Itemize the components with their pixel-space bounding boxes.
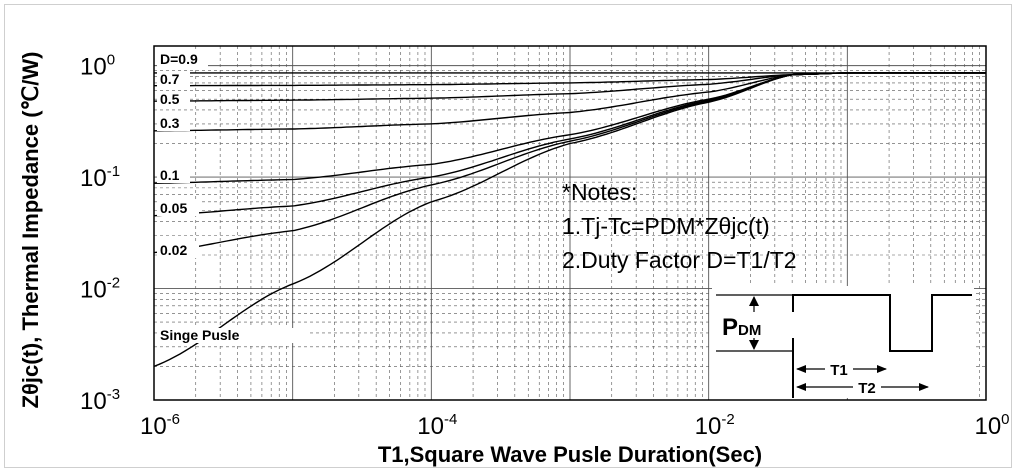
- duty-label-bg: [157, 52, 208, 67]
- notes: *Notes: 1.Tj-Tc=PDM*Zθjc(t) 2.Duty Facto…: [562, 179, 797, 273]
- duty-label: Singe Pusle: [160, 327, 240, 343]
- duty-label: D=0.9: [160, 51, 198, 67]
- duty-label: 0.05: [160, 200, 187, 216]
- x-tick-label: 10-6: [140, 411, 180, 440]
- pdm-arrow-down-head: [749, 340, 759, 350]
- x-tick-label: 10-4: [417, 411, 457, 440]
- t1-arrow-left-head: [796, 365, 806, 373]
- x-axis-label: T1,Square Wave Pusle Duration(Sec): [378, 442, 762, 467]
- duty-label: 0.3: [160, 115, 180, 131]
- duty-label: 0.1: [160, 167, 180, 183]
- duty-label-bg: [157, 243, 199, 258]
- t2-arrow-left-head: [796, 383, 806, 391]
- x-tick-label: 100: [974, 411, 1009, 440]
- notes-title: *Notes:: [562, 179, 637, 205]
- chart-frame: [4, 4, 1012, 468]
- t2-label: T2: [858, 380, 876, 397]
- curves: [153, 72, 986, 368]
- duty-label: 0.7: [160, 71, 180, 87]
- series-line: [153, 72, 986, 368]
- x-tick-label: 10-2: [695, 411, 735, 440]
- y-tick-label: 100: [80, 52, 115, 81]
- duty-label-bg: [157, 328, 307, 343]
- t2-label-bg: [853, 378, 881, 396]
- duty-label-bg: [157, 72, 190, 87]
- t1-label-bg: [825, 360, 853, 378]
- duty-label-bg: [157, 201, 199, 216]
- y-tick-label: 10-3: [80, 386, 120, 415]
- pdm-arrow-up-head: [749, 296, 759, 306]
- pdm-label: PDM: [722, 314, 761, 341]
- duty-label-bg: [157, 168, 190, 183]
- duty-label: 0.02: [160, 242, 187, 258]
- t1-arrow-right-head: [877, 365, 887, 373]
- y-tick-label: 10-1: [80, 163, 120, 192]
- note-2: 2.Duty Factor D=T1/T2: [562, 247, 797, 273]
- tick-labels: 10-6 10-4 10-2 100 10-3 10-2 10-1 100: [80, 52, 1010, 440]
- pdm-label-bg: [720, 312, 802, 338]
- duty-label-bg: [157, 92, 190, 107]
- duty-labels: D=0.9 0.7 0.5 0.3 0.1 0.05 0.02 Singe Pusle: [157, 51, 307, 343]
- plot-border: [153, 45, 987, 401]
- y-axis-label: Zθjc(t), Thermal Impedance (℃/W): [18, 52, 43, 409]
- y-tick-label: 10-2: [80, 275, 120, 304]
- pulse-waveform-inset: PDM T1 T2: [712, 286, 974, 398]
- duty-label: 0.5: [160, 91, 180, 107]
- duty-label-bg: [157, 116, 190, 131]
- t1-label: T1: [830, 362, 848, 379]
- t2-arrow-right-head: [919, 383, 929, 391]
- note-1: 1.Tj-Tc=PDM*Zθjc(t): [562, 213, 770, 239]
